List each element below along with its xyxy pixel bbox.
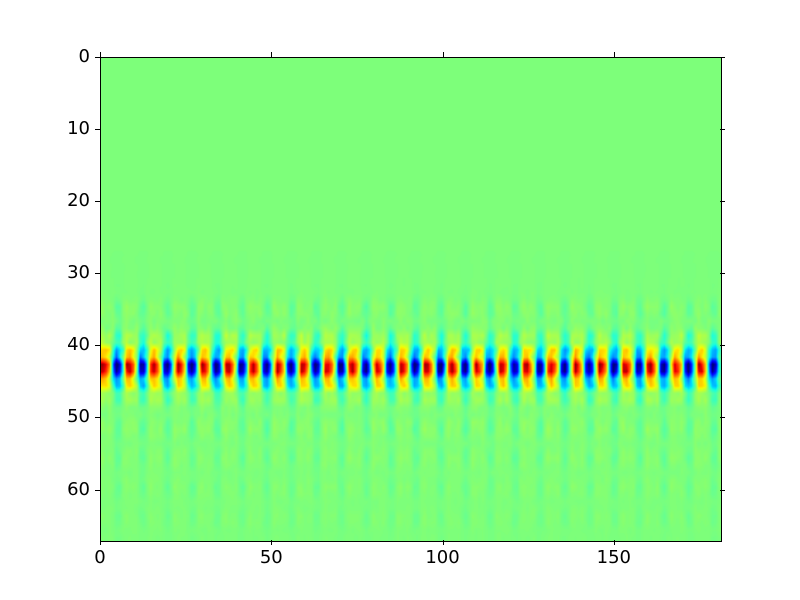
y-tick-label: 50 xyxy=(67,406,90,428)
heatmap-axes xyxy=(100,57,722,542)
x-tick-label: 50 xyxy=(259,547,283,568)
y-tick-label: 10 xyxy=(67,118,90,140)
heatmap-image xyxy=(101,58,721,541)
y-tick-label: 20 xyxy=(67,190,90,212)
x-tick-label: 150 xyxy=(596,547,631,568)
y-tick-label: 30 xyxy=(67,262,90,284)
x-tick-label: 0 xyxy=(94,547,106,568)
y-axis-ticklabels: 0 10 20 30 40 50 60 xyxy=(0,48,90,540)
y-tick-label: 0 xyxy=(78,46,90,67)
y-tick-label: 40 xyxy=(67,334,90,356)
x-axis-ticklabels: 0 50 100 150 xyxy=(94,547,720,579)
y-tick-label: 60 xyxy=(67,478,90,500)
x-tick-label: 100 xyxy=(425,547,460,568)
